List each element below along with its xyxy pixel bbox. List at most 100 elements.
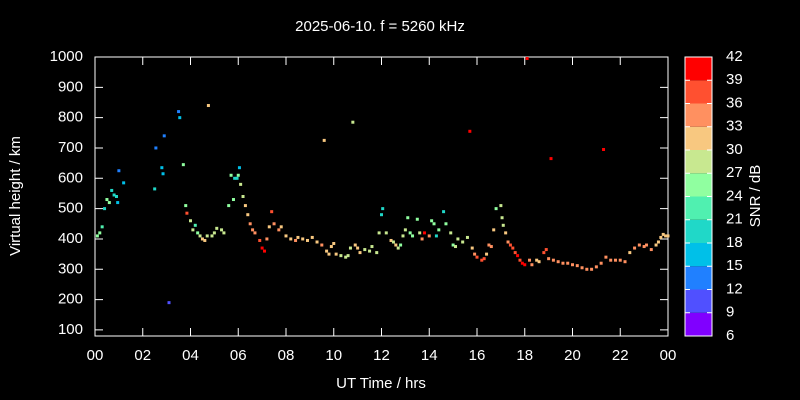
- point: [489, 245, 493, 249]
- point: [177, 110, 181, 114]
- point: [403, 228, 407, 232]
- colorbar-band: [685, 289, 712, 313]
- point: [401, 234, 405, 238]
- point: [346, 254, 350, 258]
- point: [160, 166, 164, 170]
- point: [193, 223, 197, 227]
- colorbar-band: [685, 150, 712, 174]
- point: [530, 263, 534, 267]
- point: [494, 207, 498, 211]
- point: [189, 219, 192, 223]
- point: [117, 169, 121, 173]
- point: [248, 222, 252, 226]
- point: [334, 252, 338, 256]
- point: [571, 263, 574, 267]
- point: [485, 252, 489, 256]
- point: [430, 219, 434, 223]
- x-tick-label: 00: [87, 347, 104, 364]
- point: [162, 134, 166, 138]
- point: [609, 258, 613, 262]
- point: [105, 198, 109, 202]
- x-tick-label: 22: [612, 347, 629, 364]
- point: [465, 235, 469, 239]
- point: [511, 246, 515, 250]
- point: [661, 232, 665, 236]
- point: [348, 246, 352, 250]
- x-tick-label: 02: [134, 347, 151, 364]
- point: [637, 243, 641, 247]
- point: [537, 260, 541, 264]
- point: [381, 207, 385, 211]
- y-tick-label: 1000: [50, 48, 83, 65]
- point: [235, 176, 239, 180]
- point: [623, 260, 627, 264]
- colorbar-band: [685, 219, 712, 243]
- point: [525, 57, 529, 61]
- point: [220, 228, 224, 232]
- point: [659, 235, 663, 239]
- point: [181, 163, 185, 167]
- y-axis-label: Virtual height / km: [7, 136, 24, 256]
- point: [103, 207, 107, 211]
- point: [233, 176, 237, 180]
- point: [391, 240, 395, 244]
- point: [315, 240, 319, 244]
- point: [602, 147, 606, 151]
- point: [590, 267, 594, 271]
- point: [399, 243, 403, 247]
- point: [339, 254, 343, 258]
- point: [461, 240, 465, 244]
- point: [473, 252, 477, 256]
- point: [645, 243, 649, 247]
- point: [415, 217, 419, 221]
- point: [432, 222, 436, 226]
- point: [322, 138, 326, 142]
- colorbar-tick-label: 12: [726, 280, 743, 297]
- colorbar-tick-label: 24: [726, 187, 743, 204]
- point: [363, 248, 367, 252]
- point: [506, 240, 510, 244]
- point: [516, 254, 520, 258]
- point: [377, 231, 381, 235]
- point: [551, 258, 555, 262]
- point: [480, 258, 484, 262]
- point: [200, 237, 204, 241]
- point: [353, 243, 357, 247]
- point: [301, 237, 305, 241]
- y-tick-label: 800: [58, 109, 83, 126]
- point: [110, 188, 114, 192]
- point: [277, 228, 281, 232]
- colorbar-band: [685, 80, 712, 104]
- point: [513, 251, 517, 255]
- point: [253, 231, 257, 235]
- x-tick-label: 12: [373, 347, 390, 364]
- y-tick-label: 600: [58, 169, 83, 186]
- point: [272, 222, 276, 226]
- point: [470, 246, 474, 250]
- point: [599, 261, 603, 265]
- point: [239, 182, 243, 186]
- colorbar-tick-label: 36: [726, 94, 743, 111]
- point: [444, 222, 448, 226]
- point: [296, 235, 300, 239]
- point: [198, 234, 202, 238]
- point: [575, 264, 579, 268]
- point: [523, 263, 527, 267]
- point: [422, 231, 426, 235]
- point: [389, 238, 393, 242]
- colorbar-tick-label: 9: [726, 304, 734, 321]
- y-tick-label: 700: [58, 139, 83, 156]
- chart-title: 2025-06-10. f = 5260 kHz: [295, 18, 465, 35]
- colorbar-band: [685, 266, 712, 290]
- point: [161, 172, 165, 176]
- point: [241, 195, 245, 198]
- point: [508, 243, 512, 247]
- point: [205, 234, 209, 238]
- point: [580, 266, 584, 270]
- point: [504, 231, 508, 235]
- point: [258, 238, 262, 242]
- point: [229, 173, 233, 177]
- point: [358, 251, 362, 255]
- point: [310, 235, 314, 239]
- point: [618, 258, 622, 262]
